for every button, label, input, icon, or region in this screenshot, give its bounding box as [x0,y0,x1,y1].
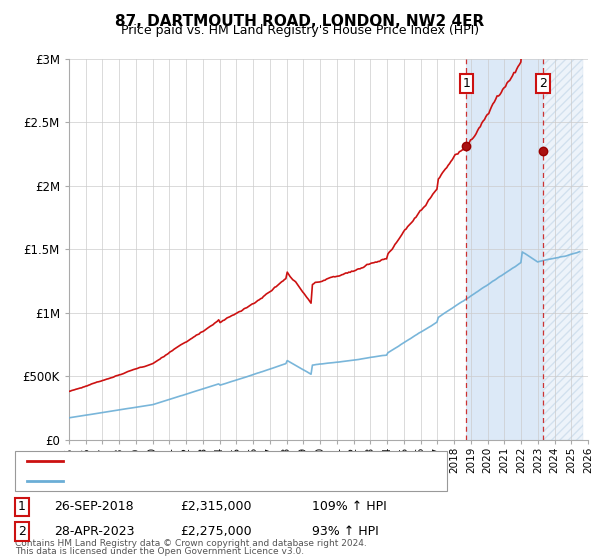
Text: 1: 1 [18,500,26,514]
Text: 2: 2 [18,525,26,538]
Text: Price paid vs. HM Land Registry's House Price Index (HPI): Price paid vs. HM Land Registry's House … [121,24,479,37]
Text: £2,275,000: £2,275,000 [180,525,251,538]
Text: This data is licensed under the Open Government Licence v3.0.: This data is licensed under the Open Gov… [15,547,304,556]
Text: 109% ↑ HPI: 109% ↑ HPI [312,500,387,514]
Text: £2,315,000: £2,315,000 [180,500,251,514]
Bar [466,59,543,440]
Text: 28-APR-2023: 28-APR-2023 [54,525,134,538]
Text: 87, DARTMOUTH ROAD, LONDON, NW2 4ER: 87, DARTMOUTH ROAD, LONDON, NW2 4ER [115,14,485,29]
Text: 26-SEP-2018: 26-SEP-2018 [54,500,134,514]
Text: 1: 1 [463,77,470,90]
Text: 2: 2 [539,77,547,90]
Text: HPI: Average price, detached house, Brent: HPI: Average price, detached house, Bren… [72,476,309,486]
Text: 93% ↑ HPI: 93% ↑ HPI [312,525,379,538]
Text: 87, DARTMOUTH ROAD, LONDON, NW2 4ER (detached house): 87, DARTMOUTH ROAD, LONDON, NW2 4ER (det… [72,456,417,466]
Bar [543,59,583,440]
Text: Contains HM Land Registry data © Crown copyright and database right 2024.: Contains HM Land Registry data © Crown c… [15,539,367,548]
